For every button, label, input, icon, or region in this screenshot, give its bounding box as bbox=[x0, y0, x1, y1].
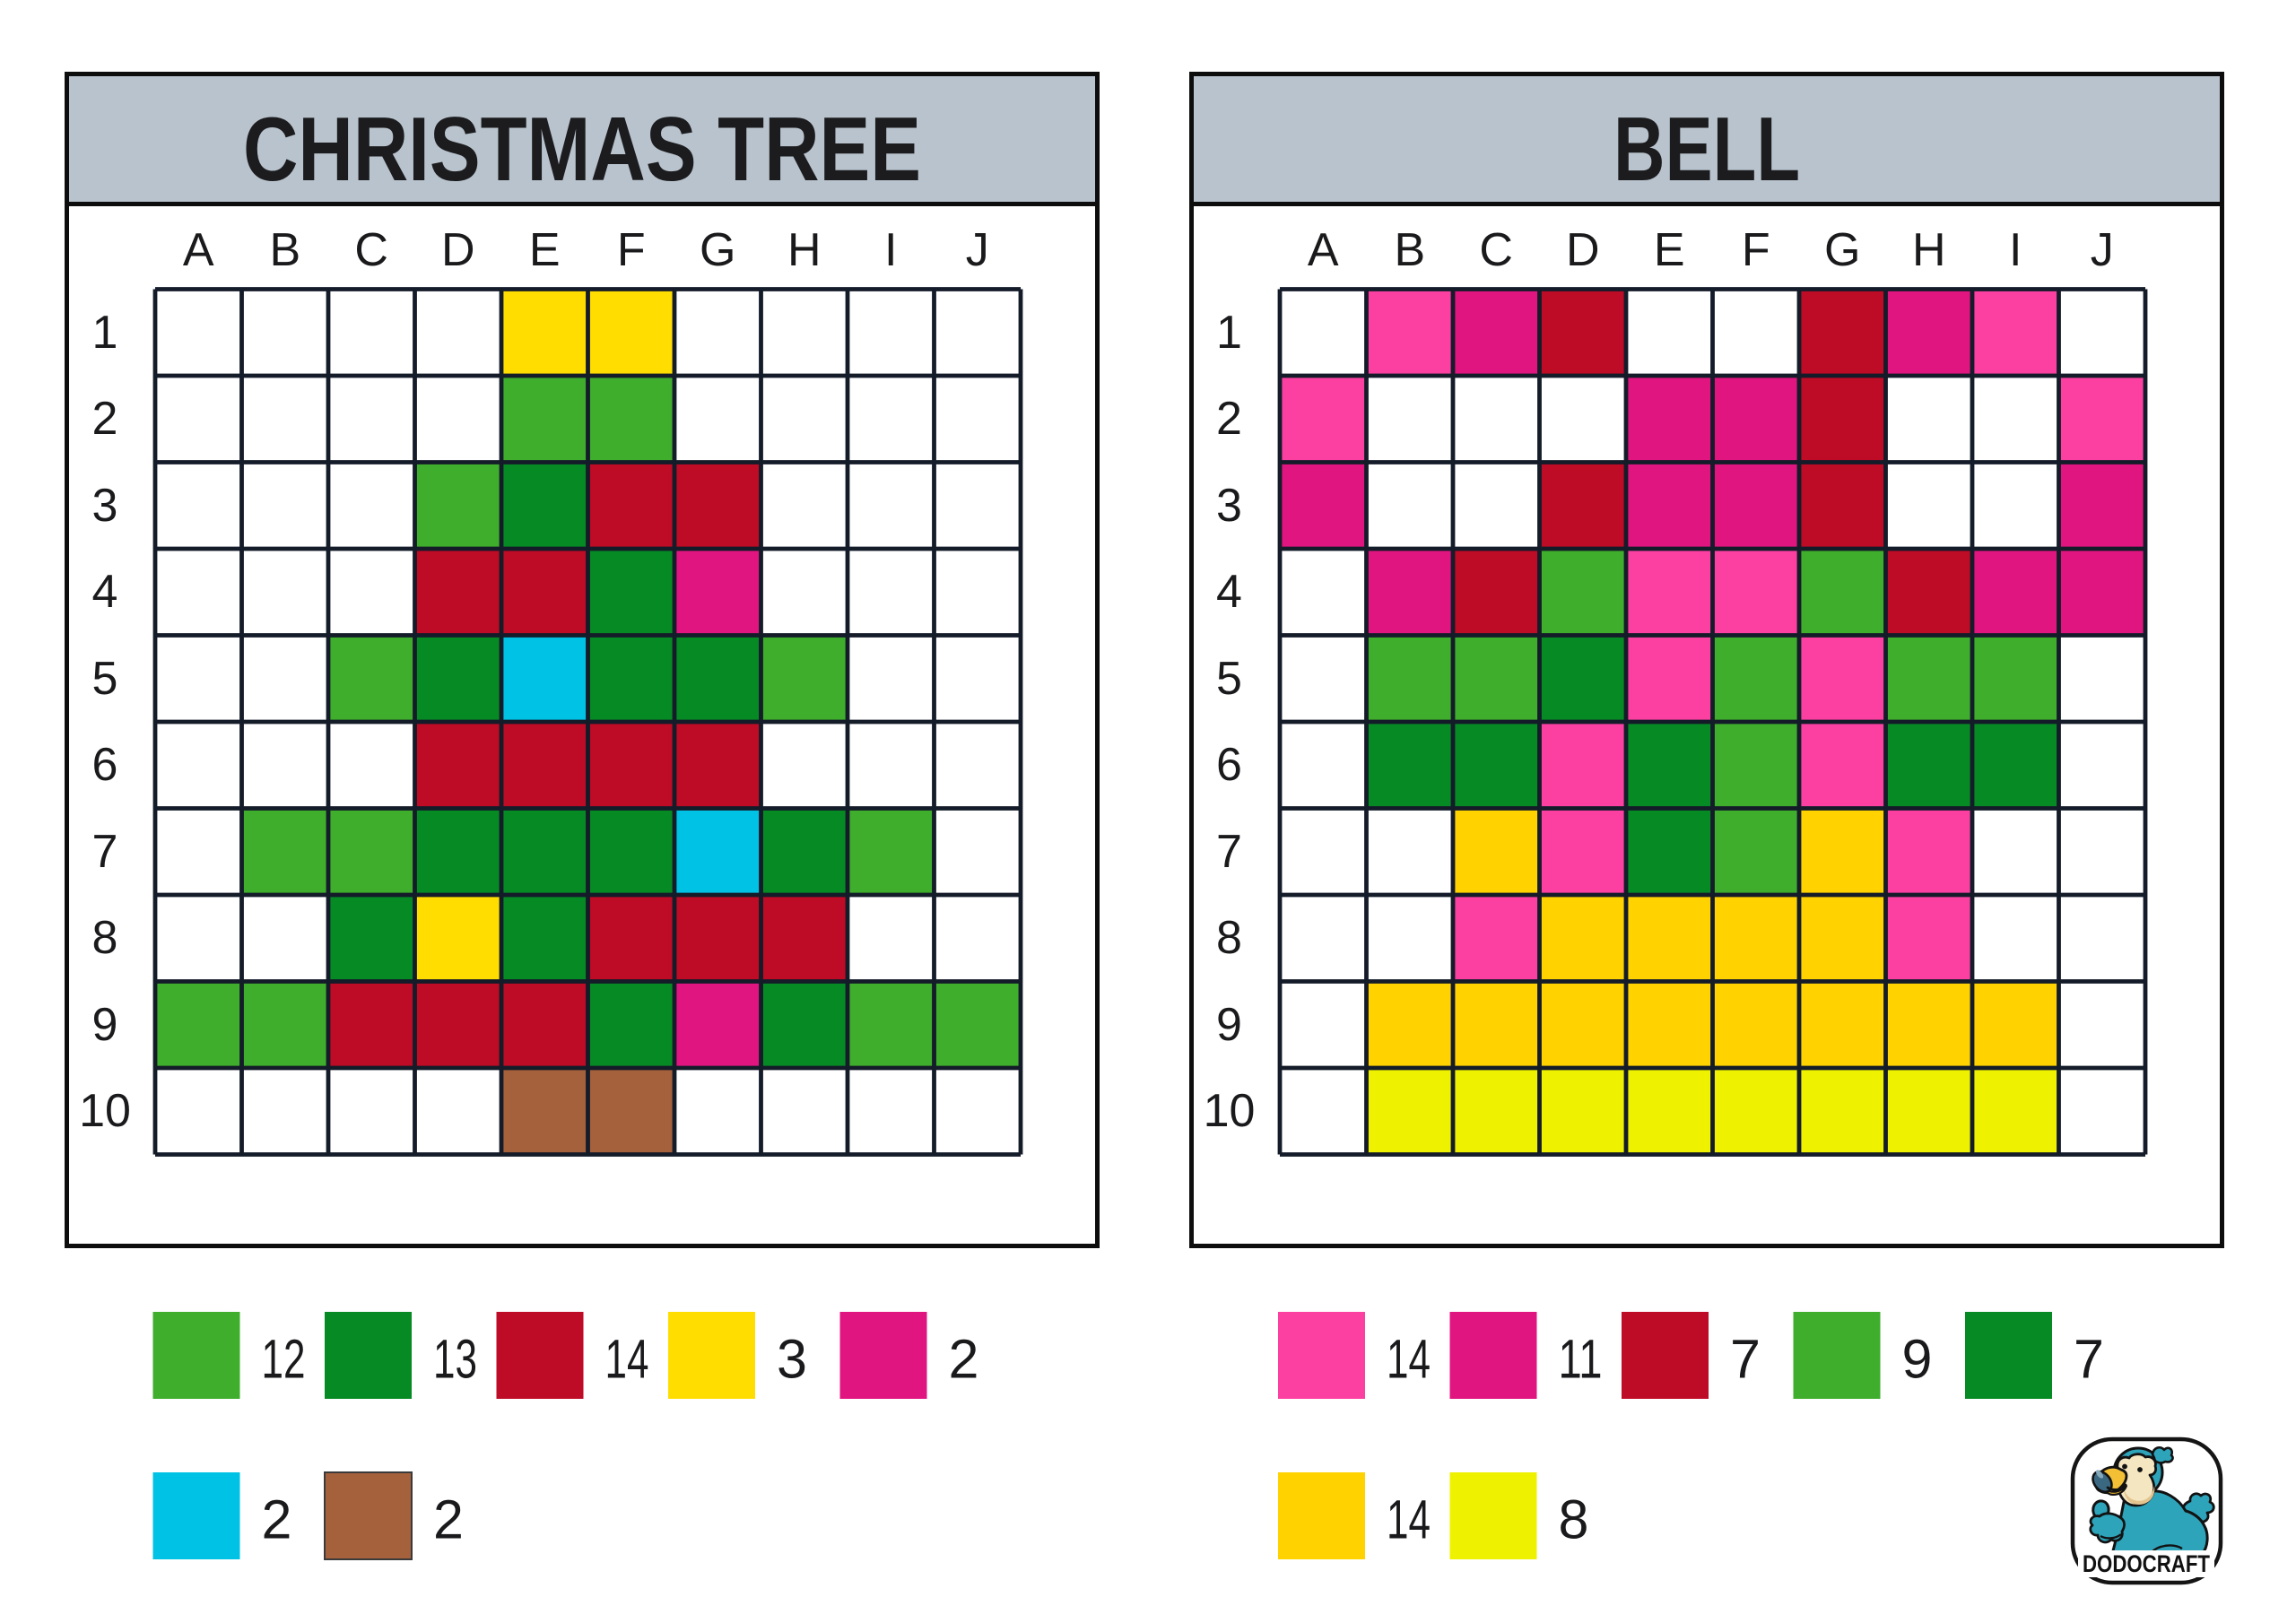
svg-text:14: 14 bbox=[1387, 1489, 1431, 1550]
svg-text:2: 2 bbox=[433, 1489, 464, 1550]
svg-text:11: 11 bbox=[1559, 1329, 1603, 1390]
svg-text:CHRISTMAS TREE: CHRISTMAS TREE bbox=[243, 100, 921, 200]
svg-text:F: F bbox=[1742, 224, 1770, 276]
svg-text:1: 1 bbox=[1216, 307, 1242, 359]
svg-text:8: 8 bbox=[92, 912, 118, 964]
svg-text:13: 13 bbox=[433, 1329, 477, 1390]
svg-text:14: 14 bbox=[1387, 1329, 1431, 1390]
svg-text:7: 7 bbox=[1216, 826, 1242, 878]
svg-text:3: 3 bbox=[92, 480, 118, 532]
svg-text:8: 8 bbox=[1216, 912, 1242, 964]
svg-text:7: 7 bbox=[1730, 1329, 1761, 1390]
svg-text:BELL: BELL bbox=[1613, 100, 1800, 200]
svg-text:5: 5 bbox=[1216, 653, 1242, 705]
svg-text:6: 6 bbox=[1216, 739, 1242, 791]
svg-text:E: E bbox=[529, 224, 561, 276]
svg-text:8: 8 bbox=[1559, 1489, 1589, 1550]
svg-text:5: 5 bbox=[92, 653, 118, 705]
svg-text:9: 9 bbox=[1216, 999, 1242, 1051]
svg-text:9: 9 bbox=[1902, 1329, 1933, 1390]
svg-text:C: C bbox=[354, 224, 388, 276]
svg-text:H: H bbox=[787, 224, 822, 276]
svg-text:6: 6 bbox=[92, 739, 118, 791]
svg-text:2: 2 bbox=[1216, 393, 1242, 445]
svg-text:4: 4 bbox=[1216, 566, 1242, 618]
svg-text:H: H bbox=[1912, 224, 1946, 276]
svg-text:G: G bbox=[700, 224, 735, 276]
svg-text:14: 14 bbox=[605, 1329, 649, 1390]
svg-text:7: 7 bbox=[92, 826, 118, 878]
svg-text:7: 7 bbox=[2074, 1329, 2104, 1390]
svg-text:4: 4 bbox=[92, 566, 118, 618]
svg-text:E: E bbox=[1654, 224, 1685, 276]
svg-text:A: A bbox=[183, 224, 214, 276]
svg-text:F: F bbox=[617, 224, 646, 276]
svg-text:2: 2 bbox=[92, 393, 118, 445]
svg-text:I: I bbox=[884, 224, 897, 276]
svg-text:G: G bbox=[1824, 224, 1860, 276]
svg-text:D: D bbox=[1566, 224, 1600, 276]
svg-text:12: 12 bbox=[262, 1329, 306, 1390]
svg-text:J: J bbox=[966, 224, 989, 276]
svg-text:DODOCRAFT: DODOCRAFT bbox=[2083, 1550, 2210, 1577]
svg-text:9: 9 bbox=[92, 999, 118, 1051]
svg-text:2: 2 bbox=[262, 1489, 292, 1550]
svg-text:B: B bbox=[269, 224, 300, 276]
svg-text:3: 3 bbox=[1216, 480, 1242, 532]
svg-text:C: C bbox=[1479, 224, 1513, 276]
svg-text:D: D bbox=[441, 224, 475, 276]
svg-text:10: 10 bbox=[79, 1085, 131, 1137]
svg-text:2: 2 bbox=[949, 1329, 979, 1390]
svg-text:I: I bbox=[2009, 224, 2022, 276]
svg-text:10: 10 bbox=[1204, 1085, 1256, 1137]
svg-text:3: 3 bbox=[777, 1329, 807, 1390]
svg-text:1: 1 bbox=[92, 307, 118, 359]
svg-text:J: J bbox=[2091, 224, 2114, 276]
svg-text:B: B bbox=[1394, 224, 1425, 276]
svg-text:A: A bbox=[1308, 224, 1339, 276]
